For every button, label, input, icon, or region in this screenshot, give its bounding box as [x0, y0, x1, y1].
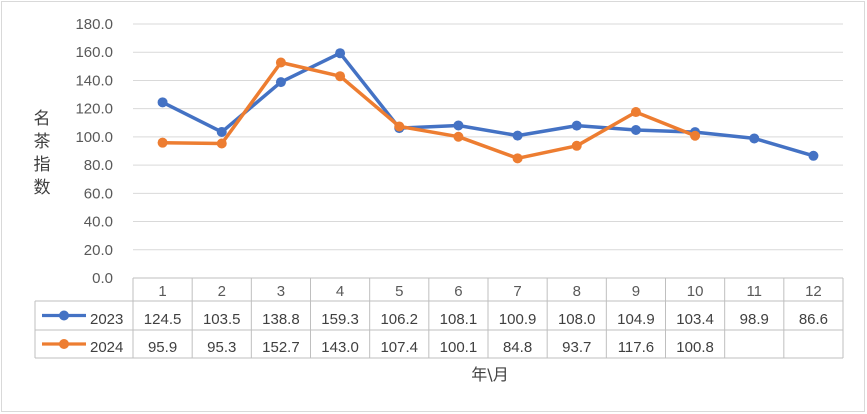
legend-key-marker: [59, 310, 69, 321]
data-table-value: 152.7: [262, 339, 300, 356]
x-tick-label: 4: [336, 283, 344, 300]
data-table-value: 108.0: [558, 311, 596, 328]
data-table-value: 124.5: [144, 311, 182, 328]
data-point: [157, 137, 168, 148]
data-table-value: 103.5: [203, 311, 241, 328]
data-point: [335, 48, 346, 59]
series-line: [160, 51, 816, 158]
data-table-value: 98.9: [740, 311, 769, 328]
data-table-value: 95.3: [207, 339, 236, 356]
y-tick-label: 180.0: [75, 16, 113, 33]
data-point: [275, 77, 286, 88]
data-point: [453, 131, 464, 142]
data-point: [216, 138, 227, 149]
x-tick-label: 6: [454, 283, 462, 300]
x-tick-label: 11: [746, 283, 762, 300]
data-point: [571, 120, 582, 131]
x-tick-label: 9: [632, 283, 640, 300]
data-point: [512, 130, 523, 141]
data-point: [394, 121, 405, 132]
series-lines: [157, 48, 819, 164]
data-table-value: 93.7: [562, 339, 591, 356]
x-tick-label: 7: [513, 283, 521, 300]
data-table-value: 100.8: [676, 339, 714, 356]
data-table-value: 100.1: [440, 339, 478, 356]
x-tick-label: 10: [687, 283, 704, 300]
legend-series-name: 2024: [90, 339, 123, 356]
y-tick-label: 40.0: [84, 214, 113, 231]
data-point: [808, 150, 819, 161]
x-tick-label: 12: [805, 283, 822, 300]
data-table-value: 143.0: [321, 339, 359, 356]
x-tick-label: 1: [158, 283, 166, 300]
data-point: [453, 120, 464, 131]
x-tick-label: 2: [218, 283, 226, 300]
y-tick-label: 0.0: [92, 270, 113, 287]
y-tick-label: 60.0: [84, 185, 113, 202]
data-point: [630, 107, 641, 118]
y-axis-label: 名茶指数: [34, 109, 51, 198]
legend-key-marker: [59, 339, 69, 349]
data-table-value: 117.6: [618, 339, 654, 356]
y-tick-label: 160.0: [75, 44, 113, 61]
y-tick-label: 100.0: [75, 129, 113, 146]
y-tick-label: 80.0: [84, 157, 113, 174]
x-tick-label: 5: [395, 283, 403, 300]
y-tick-label: 120.0: [75, 101, 113, 118]
x-axis-label: 年\月: [471, 365, 508, 384]
data-point: [275, 57, 286, 68]
y-tick-label: 20.0: [84, 242, 113, 259]
data-table-value: 86.6: [799, 311, 828, 328]
data-point: [512, 153, 523, 164]
y-tick-label: 140.0: [75, 72, 113, 89]
data-point: [630, 124, 641, 135]
data-table-value: 84.8: [503, 339, 532, 356]
data-point: [335, 71, 346, 82]
data-table-value: 95.9: [148, 339, 177, 356]
data-point: [216, 126, 227, 137]
data-point: [571, 140, 582, 151]
x-tick-label: 3: [277, 283, 285, 300]
data-table-value: 103.4: [676, 311, 714, 328]
x-tick-label: 8: [573, 283, 581, 300]
data-point: [690, 130, 701, 141]
data-point: [157, 97, 168, 108]
data-table-value: 104.9: [617, 311, 655, 328]
data-table-value: 107.4: [380, 339, 418, 356]
data-table-value: 100.9: [499, 311, 537, 328]
data-table-value: 108.1: [440, 311, 478, 328]
data-table-value: 159.3: [321, 311, 359, 328]
y-axis-ticks: 0.0 20.0 40.0 60.0 80.0 100.0 120.0 140.0 160.0 1…: [75, 16, 113, 287]
data-point: [749, 133, 760, 144]
series-line: [160, 60, 697, 161]
data-table-value: 138.8: [262, 311, 300, 328]
legend-series-name: 2023: [90, 311, 123, 328]
data-table-value: 106.2: [380, 311, 418, 328]
